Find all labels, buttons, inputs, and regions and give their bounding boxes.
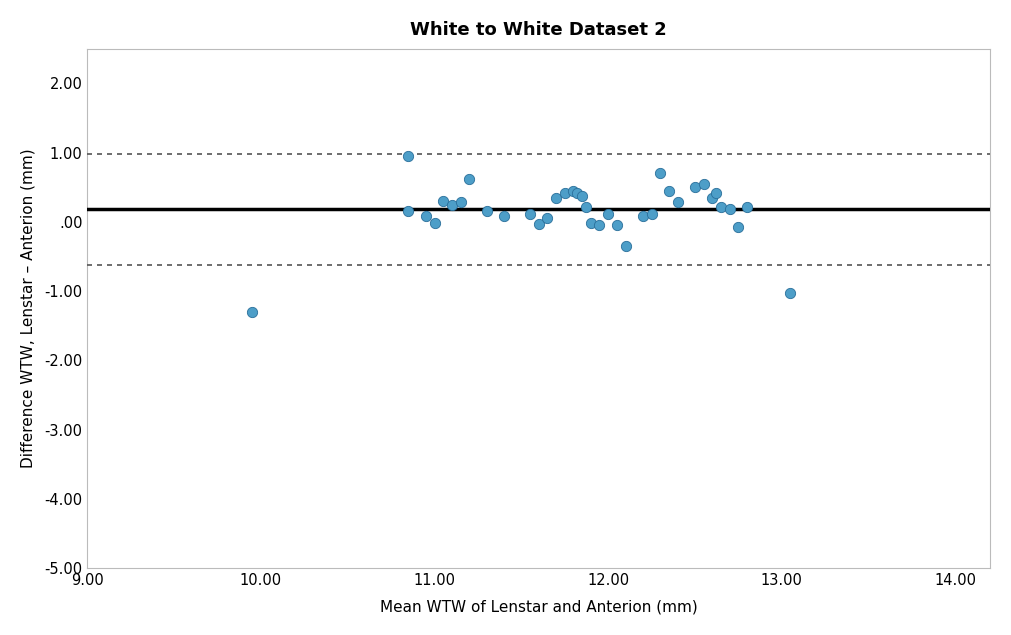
Point — [496, 211, 513, 222]
Title: White to White Dataset 2: White to White Dataset 2 — [410, 21, 667, 39]
Point — [705, 192, 721, 203]
Point — [582, 218, 599, 229]
Point — [565, 185, 581, 196]
Point — [400, 151, 417, 161]
Point — [435, 196, 451, 206]
X-axis label: Mean WTW of Lenstar and Anterion (mm): Mean WTW of Lenstar and Anterion (mm) — [380, 599, 698, 614]
Point — [427, 218, 443, 229]
Point — [400, 206, 417, 217]
Point — [661, 185, 677, 196]
Point — [577, 201, 593, 211]
Point — [418, 211, 434, 222]
Point — [618, 241, 634, 251]
Point — [609, 220, 625, 231]
Point — [574, 190, 590, 201]
Point — [635, 211, 651, 222]
Point — [461, 174, 477, 184]
Point — [539, 213, 555, 224]
Point — [708, 188, 724, 198]
Point — [569, 188, 585, 198]
Point — [522, 208, 538, 218]
Point — [478, 206, 494, 217]
Point — [686, 182, 703, 192]
Point — [730, 222, 746, 232]
Point — [444, 199, 460, 210]
Y-axis label: Difference WTW, Lenstar – Anterion (mm): Difference WTW, Lenstar – Anterion (mm) — [21, 149, 35, 468]
Point — [453, 197, 469, 208]
Point — [601, 208, 617, 218]
Point — [652, 168, 668, 178]
Point — [669, 197, 685, 208]
Point — [696, 178, 712, 189]
Point — [244, 307, 260, 317]
Point — [783, 288, 799, 298]
Point — [722, 204, 738, 215]
Point — [739, 201, 755, 211]
Point — [591, 220, 608, 230]
Point — [643, 208, 659, 218]
Point — [548, 192, 564, 203]
Point — [713, 201, 729, 211]
Point — [531, 219, 547, 229]
Point — [557, 188, 573, 198]
